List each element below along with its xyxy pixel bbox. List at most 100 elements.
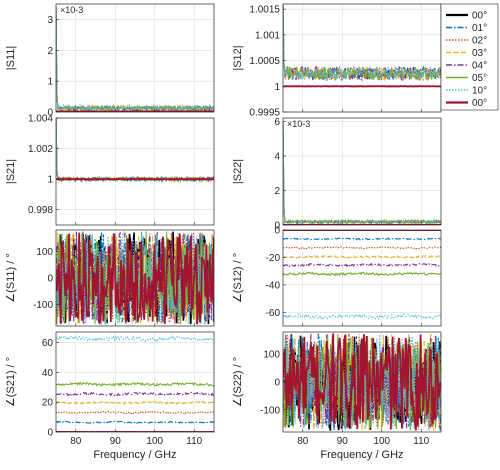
legend-item: 01° [446, 23, 487, 34]
subplot-4: 0 2 4 6 ×10-3 |S22| [232, 117, 442, 232]
legend-item: 00° [446, 11, 487, 22]
y-tick-label: 0 [47, 274, 53, 285]
series-group [56, 118, 214, 183]
legend-label: 04° [472, 61, 487, 72]
legend-label: 00° [472, 98, 487, 109]
series-line-10deg [56, 231, 214, 325]
subplot-1: 0 1 2 3 ×10-3 |S11| [5, 3, 215, 119]
legend-label: 03° [472, 48, 487, 59]
y-tick-label: 20 [42, 398, 54, 409]
plot-area [56, 4, 214, 112]
y-tick-label: 0 [274, 226, 280, 237]
series-line-02deg [56, 410, 214, 415]
series-group [56, 231, 214, 326]
y-tick-label: -60 [266, 308, 281, 319]
x-axis-label: Frequency / GHz [93, 449, 176, 461]
x-tick-label: 80 [297, 436, 309, 447]
axis-multiplier: ×10-3 [60, 5, 83, 15]
y-tick-label: 1 [274, 82, 280, 93]
y-tick-label: 1.0015 [249, 5, 280, 16]
y-axis-label: ∠(S22) / ° [232, 357, 244, 407]
legend-label: 10° [472, 86, 487, 97]
subplot-3: 0.998 1 1.002 1.004 |S21| [5, 114, 215, 226]
legend-item: 04° [446, 61, 487, 72]
axes-frame [55, 3, 215, 113]
series-line-10deg [283, 334, 441, 431]
y-tick-label: 1.001 [255, 30, 280, 41]
y-tick-label: 1 [47, 77, 53, 88]
legend-item: 02° [446, 36, 487, 47]
y-tick-label: 6 [274, 117, 280, 128]
y-tick-label: 100 [36, 247, 53, 258]
series-line-05deg [283, 271, 441, 277]
y-tick-label: 100 [263, 350, 280, 361]
y-axis-label: |S12| [232, 45, 244, 70]
plot-area [56, 118, 214, 225]
series-line-00deg [56, 110, 214, 112]
y-tick-label: 0 [47, 108, 53, 119]
y-tick-label: 2 [274, 186, 280, 197]
axis-multiplier: ×10-3 [287, 119, 310, 129]
subplot-7: 0 20 40 60 80 90 100 110 ∠(S21) / ° Frequency / G… [5, 331, 215, 461]
legend-item: 00° [446, 98, 487, 109]
legend-label: 05° [472, 73, 487, 84]
subplot-5: -100 0 100 ∠(S11) / ° [5, 229, 215, 327]
series-line-04deg [283, 262, 441, 268]
y-tick-label: 3 [47, 15, 53, 26]
series-line-10deg [283, 121, 441, 225]
y-tick-label: 60 [42, 338, 54, 349]
y-tick-label: 0 [47, 428, 53, 439]
y-tick-label: 0 [274, 221, 280, 232]
plot-area [283, 118, 441, 225]
legend-item: 05° [446, 73, 487, 84]
series-line-00deg [283, 333, 441, 431]
y-tick-label: -20 [266, 253, 281, 264]
axes-frame [55, 331, 215, 433]
y-tick-label: 1.0005 [249, 56, 280, 67]
x-tick-label: 110 [413, 436, 429, 447]
y-axis-label: |S11| [5, 46, 17, 70]
y-axis-label: ∠(S12) / ° [232, 253, 244, 303]
subplot-grid: 0 1 2 3 ×10-3 |S11| 0.9995 1 1.0005 1.001 1.0015 |S… [5, 3, 442, 461]
series-group [283, 4, 441, 88]
x-axis-label: Frequency / GHz [320, 449, 403, 461]
series-line-10deg [283, 4, 441, 82]
series-line-10deg [56, 334, 214, 344]
x-tick-label: 100 [146, 436, 163, 447]
y-tick-label: 1.002 [28, 144, 53, 155]
legend-label: 00° [472, 11, 487, 22]
legend-label: 01° [472, 23, 487, 34]
x-tick-label: 90 [110, 436, 122, 447]
legend-item: 03° [446, 48, 487, 59]
y-axis-label: ∠(S21) / ° [5, 357, 17, 407]
axes-frame [282, 117, 442, 226]
plot-area [283, 4, 441, 112]
series-line-04deg [283, 121, 441, 225]
series-line-03deg [56, 400, 214, 406]
y-tick-label: 0.9995 [249, 108, 280, 119]
axes-frame [55, 117, 215, 226]
axes-frame [282, 229, 442, 327]
series-line-05deg [56, 381, 214, 387]
series-line-10deg [283, 312, 441, 321]
series-group [283, 332, 441, 431]
y-axis-label: |S22| [232, 159, 244, 184]
x-tick-label: 110 [186, 436, 202, 447]
legend-label: 02° [472, 36, 487, 47]
x-tick-label: 80 [70, 436, 82, 447]
subplot-6: -60 -40 -20 0 ∠(S12) / ° [232, 226, 442, 327]
series-line-04deg [56, 391, 214, 397]
y-tick-label: 1 [47, 175, 53, 186]
y-tick-label: 1.004 [28, 114, 53, 125]
series-line-10deg [56, 7, 214, 112]
series-line-02deg [283, 246, 441, 250]
y-tick-label: 4 [274, 151, 280, 162]
series-line-01deg [56, 420, 214, 424]
series-line-02deg [283, 4, 441, 82]
series-line-03deg [283, 254, 441, 259]
y-axis-label: ∠(S11) / ° [5, 253, 17, 303]
series-line-01deg [283, 237, 441, 241]
plot-area [283, 230, 441, 326]
y-tick-label: -100 [33, 300, 53, 311]
